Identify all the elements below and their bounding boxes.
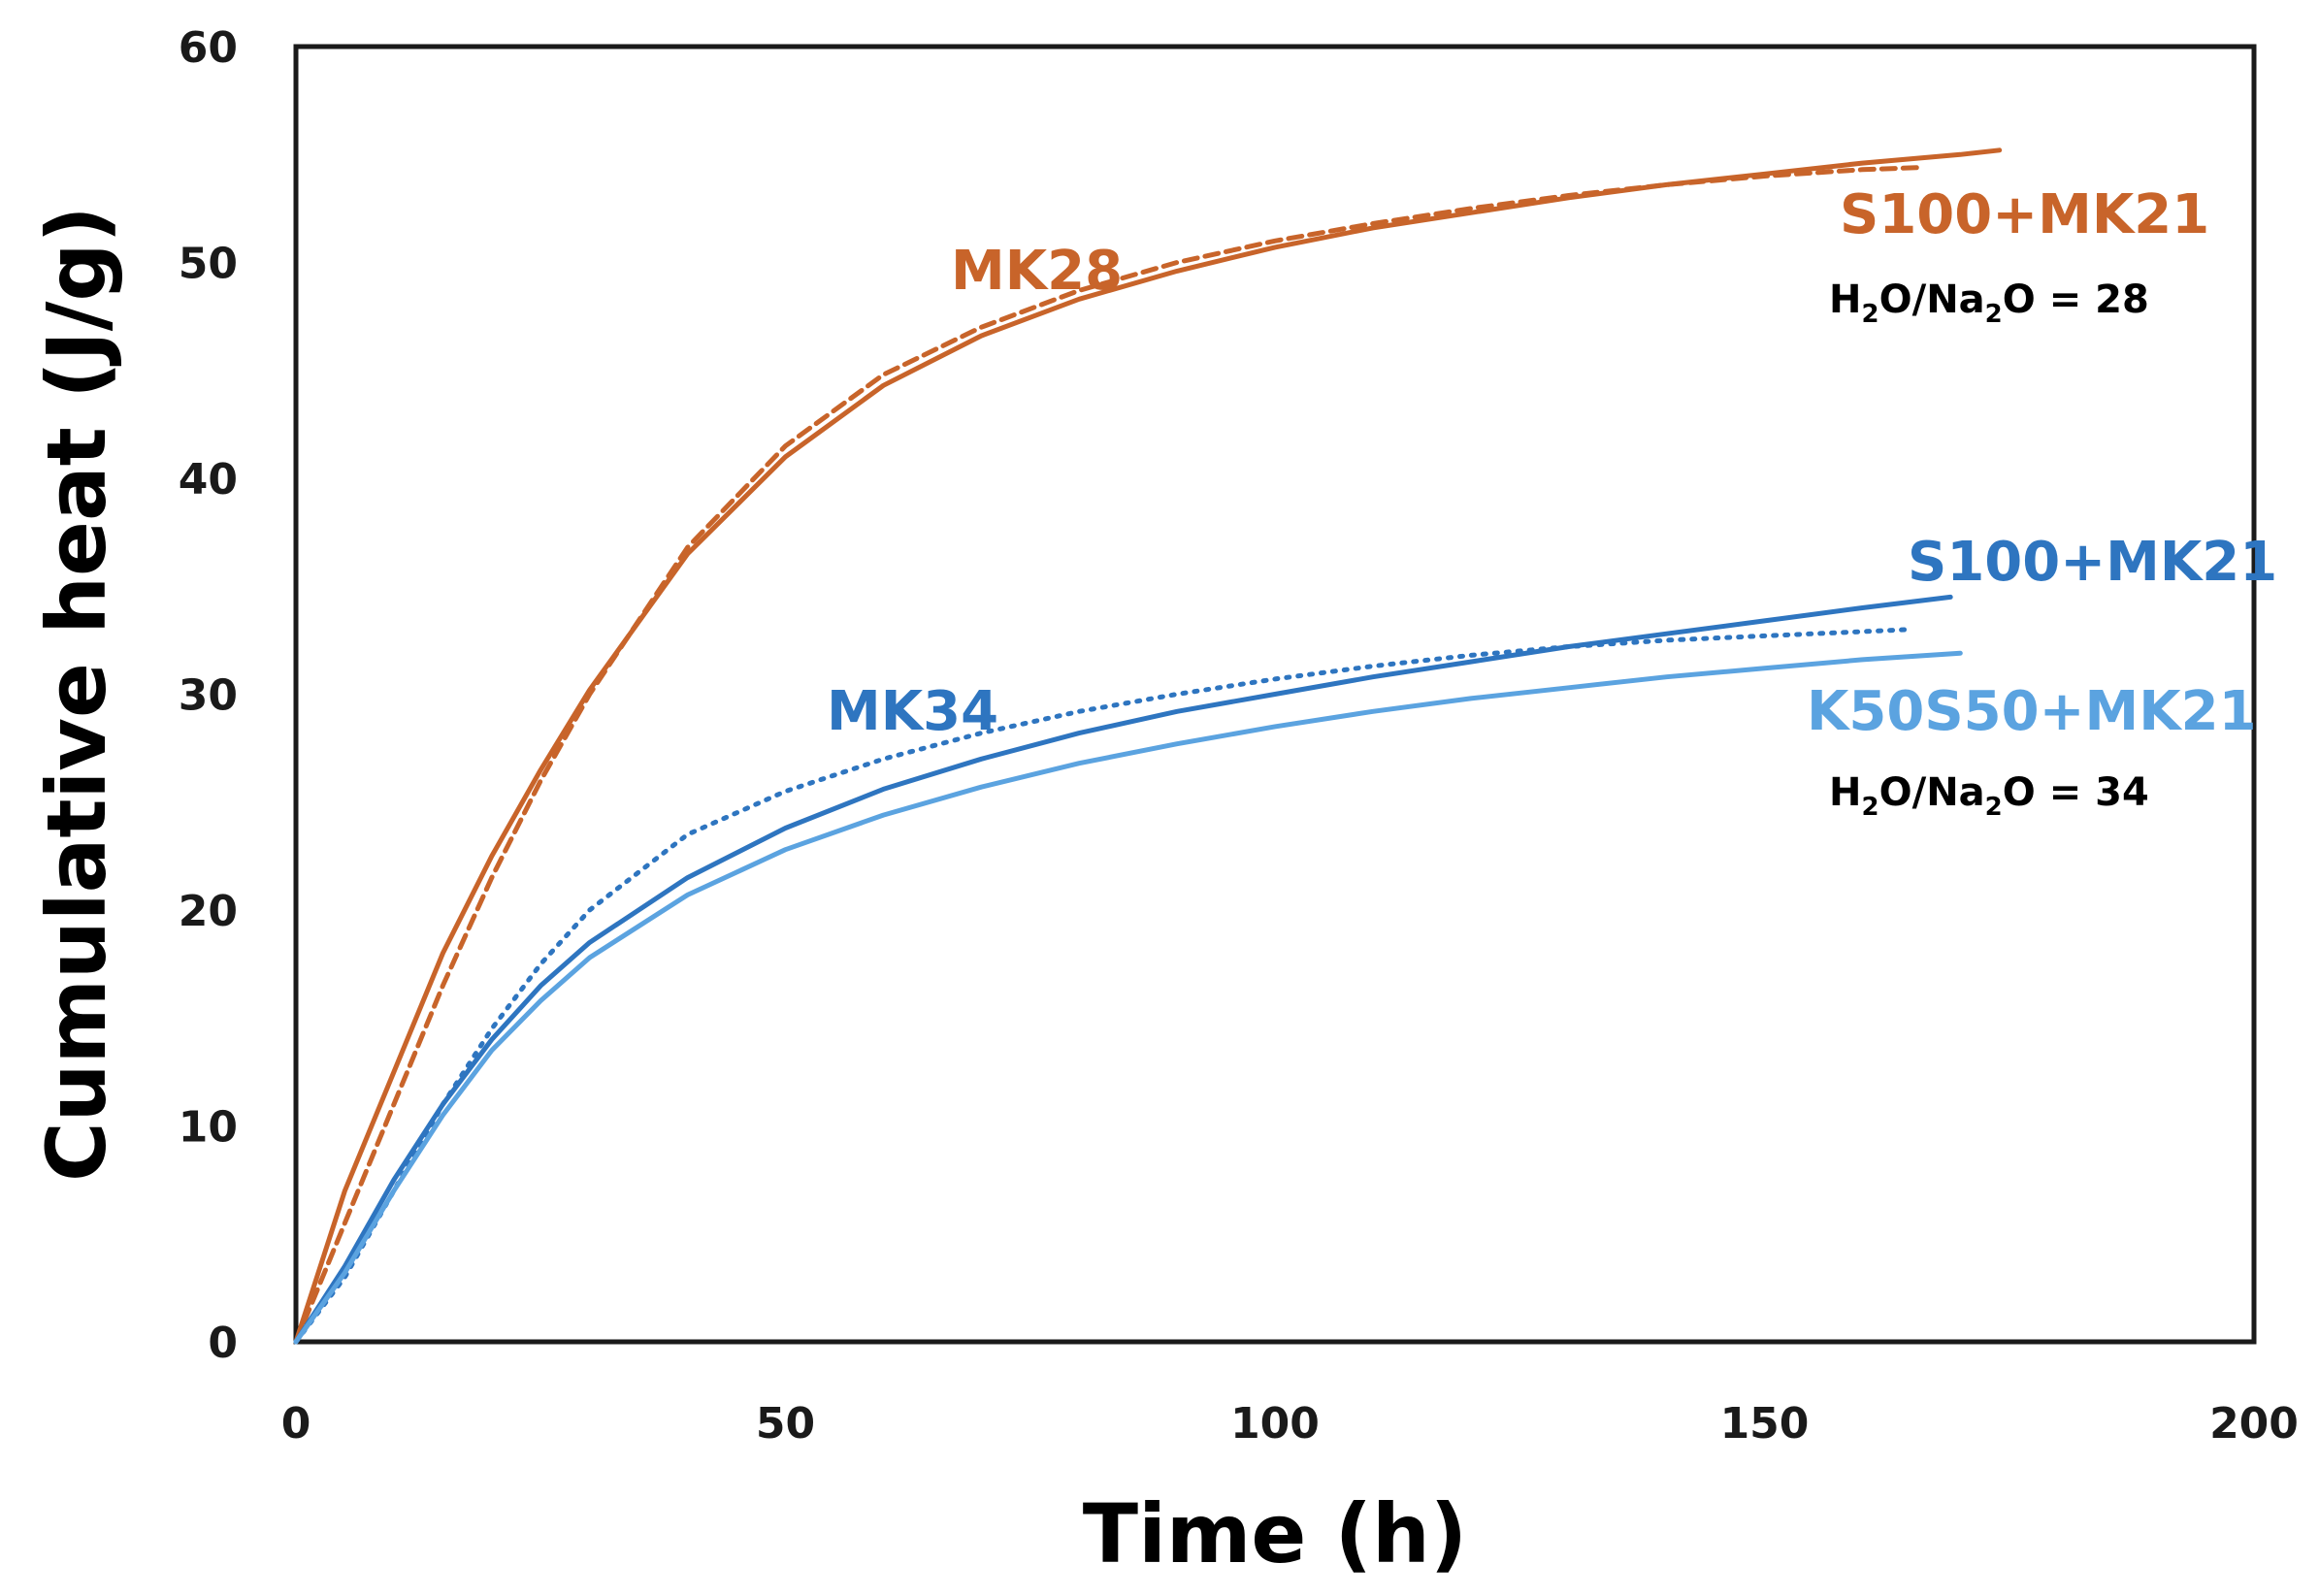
mk28-ratio-sub-2: 2: [1985, 300, 2003, 329]
series-line-2: [293, 594, 1953, 1345]
series-line-1: [293, 165, 1924, 1345]
x-tick-label: 0: [281, 1399, 311, 1449]
plot-area-frame: [293, 44, 2257, 1345]
mk34-label: MK34: [827, 680, 998, 743]
mk34-end-label-k50s50: K50S50+MK21: [1807, 680, 2257, 743]
y-axis-title: Cumulative heat (J/g): [29, 206, 124, 1182]
y-tick-label: 50: [179, 240, 238, 289]
y-tick-label: 20: [179, 887, 238, 936]
mk34-ratio-part-a: H: [1829, 770, 1861, 815]
series-line-3: [293, 627, 1914, 1345]
x-axis-title: Time (h): [1083, 1486, 1467, 1581]
mk34-ratio-part-c: O = 34: [2003, 770, 2149, 815]
x-tick-label: 150: [1720, 1399, 1810, 1449]
y-tick-label: 0: [208, 1319, 238, 1368]
series-layer: [293, 147, 2003, 1345]
x-tick-labels: 0 50 100 150 200: [281, 1399, 2299, 1449]
x-tick-label: 100: [1230, 1399, 1320, 1449]
mk34-ratio-part-b: O/Na: [1879, 770, 1985, 815]
y-tick-label: 10: [179, 1103, 238, 1153]
y-tick-labels: 0 10 20 30 40 50 60: [179, 23, 238, 1368]
mk28-ratio-label: H2O/Na2O = 28: [1829, 277, 2149, 329]
mk34-ratio-sub-2: 2: [1985, 793, 2003, 822]
x-tick-label: 200: [2209, 1399, 2299, 1449]
mk28-end-label: S100+MK21: [1840, 183, 2209, 246]
mk28-label: MK28: [951, 240, 1123, 303]
y-tick-label: 40: [179, 455, 238, 505]
mk28-ratio-part-c: O = 28: [2003, 277, 2149, 322]
series-line-0: [293, 147, 2003, 1345]
y-tick-label: 60: [179, 23, 238, 73]
mk34-end-label-s100: S100+MK21: [1908, 531, 2277, 594]
y-tick-label: 30: [179, 671, 238, 721]
mk28-ratio-part-b: O/Na: [1879, 277, 1985, 322]
x-tick-label: 50: [756, 1399, 815, 1449]
mk28-ratio-part-a: H: [1829, 277, 1861, 322]
mk34-ratio-sub-1: 2: [1861, 793, 1878, 822]
series-line-4: [293, 650, 1963, 1345]
mk34-ratio-label: H2O/Na2O = 34: [1829, 770, 2149, 822]
mk28-ratio-sub-1: 2: [1861, 300, 1878, 329]
